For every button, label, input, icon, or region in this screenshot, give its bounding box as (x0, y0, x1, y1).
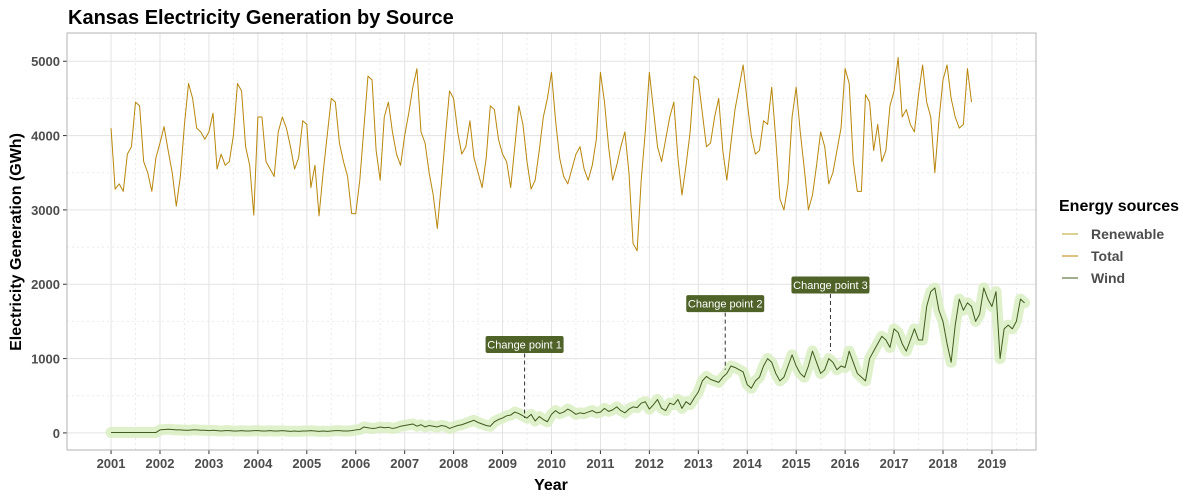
y-tick-label: 2000 (31, 277, 60, 292)
x-tick-label: 2005 (292, 456, 321, 471)
legend-label-total: Total (1091, 248, 1123, 264)
x-tick-label: 2014 (733, 456, 763, 471)
wind-series-line (111, 287, 1025, 434)
plot-border (66, 32, 1037, 451)
x-tick-label: 2007 (390, 456, 419, 471)
legend-label-wind: Wind (1091, 270, 1125, 286)
x-tick-label: 2018 (929, 456, 958, 471)
change-point-label: Change point 2 (688, 299, 763, 311)
x-tick-label: 2006 (341, 456, 370, 471)
y-axis-title: Electricity Generation (GWh) (8, 133, 25, 351)
x-tick-label: 2017 (880, 456, 909, 471)
x-tick-label: 2012 (635, 456, 664, 471)
x-tick-label: 2003 (194, 456, 223, 471)
change-point-label: Change point 1 (487, 339, 562, 351)
x-axis-title: Year (534, 477, 568, 494)
legend-label-renewable: Renewable (1091, 226, 1164, 242)
x-tick-label: 2010 (537, 456, 566, 471)
change-point-label-box (686, 295, 765, 313)
y-tick-label: 0 (53, 426, 60, 441)
x-tick-label: 2009 (488, 456, 517, 471)
legend-title: Energy sources (1059, 198, 1179, 215)
change-point-label-box (791, 276, 870, 294)
x-tick-label: 2008 (439, 456, 468, 471)
x-tick-label: 2001 (97, 456, 126, 471)
y-tick-label: 5000 (31, 54, 60, 69)
x-tick-label: 2002 (146, 456, 175, 471)
major-grid (67, 33, 1036, 450)
total-series-line (110, 57, 973, 252)
y-tick-label: 4000 (31, 129, 60, 144)
x-tick-label: 2013 (684, 456, 713, 471)
x-tick-label: 2004 (243, 456, 273, 471)
legend: Energy sources Renewable Total Wind (1059, 198, 1179, 286)
change-point-label: Change point 3 (793, 280, 868, 292)
change-point-label-box (485, 335, 564, 353)
x-tick-label: 2015 (782, 456, 811, 471)
wind-highlight-band (105, 282, 1031, 439)
minor-grid (67, 33, 1036, 450)
x-tick-label: 2016 (831, 456, 860, 471)
y-tick-label: 1000 (31, 352, 60, 367)
chart-title: Kansas Electricity Generation by Source (68, 7, 454, 29)
x-tick-label: 2011 (586, 456, 614, 471)
x-tick-label: 2019 (977, 456, 1006, 471)
y-tick-label: 3000 (31, 203, 60, 218)
plot-area: 2001 2002 2003 2004 2005 2006 2007 2008 2009 2010… (31, 32, 1037, 471)
